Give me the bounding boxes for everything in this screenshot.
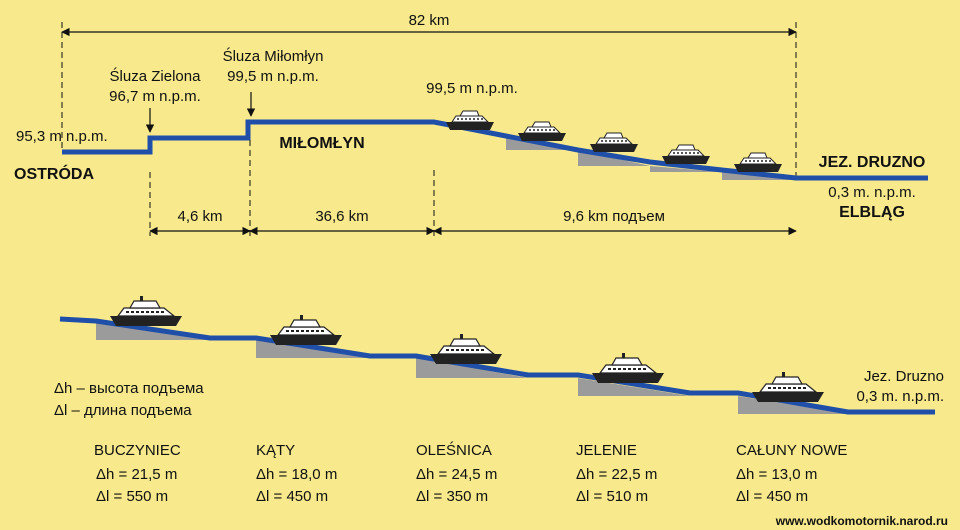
boat-icon [109, 295, 183, 327]
start-level-label: 95,3 m n.p.m. [16, 128, 108, 145]
ramp-name: JELENIE [576, 442, 637, 459]
lock-zielona-name: Śluza Zielona [109, 68, 201, 85]
end-lake-label: JEZ. DRUZNO [818, 154, 926, 171]
boat-icon [429, 333, 503, 365]
boat-icon [661, 144, 711, 165]
ramp-dh: Δh = 18,0 m [256, 466, 338, 483]
total-distance-label: 82 km [408, 12, 450, 29]
ramp-dh: Δh = 13,0 m [736, 466, 818, 483]
ramp-name: KĄTY [256, 442, 296, 459]
ramp-dl: Δl = 550 m [96, 488, 169, 505]
summit-name-label: MIŁOMŁYN [279, 135, 365, 152]
source-url: www.wodkomotornik.narod.ru [775, 514, 948, 528]
ramp-dl: Δl = 450 m [736, 488, 809, 505]
start-name-label: OSTRÓDA [14, 166, 94, 183]
detail-lake-level: 0,3 m. n.p.m. [856, 388, 944, 405]
detail-lake-label: Jez. Druzno [863, 368, 944, 385]
boat-icon [751, 371, 825, 403]
end-level-label: 0,3 m. n.p.m. [828, 184, 916, 201]
ramp-dl: Δl = 510 m [576, 488, 649, 505]
top-water-line [62, 119, 928, 181]
ramp-dh: Δh = 22,5 m [576, 466, 658, 483]
ramp-name: OLEŚNICA [416, 442, 492, 459]
boat-icon [517, 121, 567, 142]
ramp-name: BUCZYNIEC [94, 442, 181, 459]
segment-1-label: 4,6 km [177, 208, 223, 225]
boat-icon [589, 132, 639, 153]
ramp-name: CAŁUNY NOWE [736, 442, 848, 459]
lock-zielona-level: 96,7 m n.p.m. [109, 88, 201, 105]
legend-dl: Δl – длина подъема [54, 402, 192, 419]
lock-milomlyn-level: 99,5 m n.p.m. [227, 68, 319, 85]
ramp-dl: Δl = 450 m [256, 488, 329, 505]
ramp-dh: Δh = 24,5 m [416, 466, 498, 483]
boat-icon [733, 152, 783, 173]
ramp-dl: Δl = 350 m [416, 488, 489, 505]
end-city-label: ELBLĄG [839, 204, 905, 221]
boat-icon [269, 314, 343, 346]
legend-dh: Δh – высота подъема [54, 380, 204, 397]
lock-milomlyn-name: Śluza Miłomłyn [222, 48, 324, 65]
boat-icon [591, 352, 665, 384]
summit-level-label: 99,5 m n.p.m. [426, 80, 518, 97]
ramp-dh: Δh = 21,5 m [96, 466, 178, 483]
segment-2-label: 36,6 km [315, 208, 369, 225]
segment-3-label: 9,6 km подъем [563, 208, 665, 225]
boat-icon [445, 110, 495, 131]
